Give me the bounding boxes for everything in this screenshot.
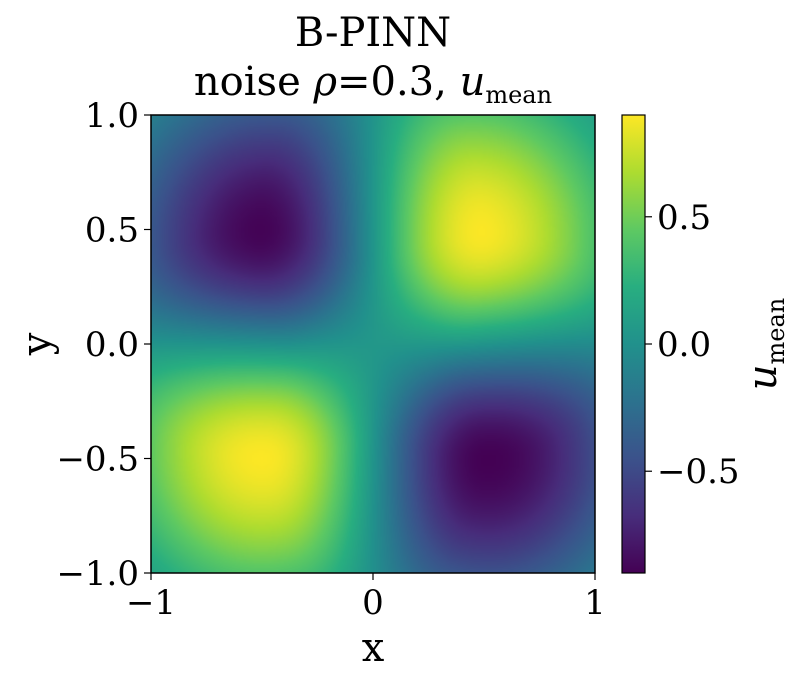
y-tick-label: −1.0: [56, 554, 139, 594]
heatmap-image: [151, 115, 595, 573]
x-axis-label: x: [362, 625, 385, 671]
colorbar-ticks: 0.5 0.0 −0.5: [645, 198, 740, 492]
colorbar-tick-label: −0.5: [657, 452, 740, 492]
x-axis-ticks: −1 0 1: [126, 573, 606, 623]
x-tick-label: 1: [584, 583, 606, 623]
y-tick-label: −0.5: [56, 440, 139, 480]
colorbar-tick-label: 0.0: [657, 325, 711, 365]
colorbar-label: umean: [740, 298, 790, 391]
y-tick-label: 0.0: [85, 325, 139, 365]
colorbar-gradient: [621, 114, 646, 574]
y-axis-label: y: [14, 332, 60, 356]
plot-area: −1 0 1 1.0 0.5 0.0 −0.5 −1.0: [56, 96, 605, 623]
colorbar-tick-label: 0.5: [657, 198, 711, 238]
y-tick-label: 0.5: [85, 211, 139, 251]
colorbar: 0.5 0.0 −0.5 umean: [621, 114, 790, 574]
chart-subtitle: noise ρ=0.3, umean: [194, 59, 552, 109]
x-tick-label: −1: [126, 583, 176, 623]
x-tick-label: 0: [362, 583, 384, 623]
chart-title: B-PINN: [295, 10, 451, 56]
y-axis-ticks: 1.0 0.5 0.0 −0.5 −1.0: [56, 96, 151, 594]
y-tick-label: 1.0: [85, 96, 139, 136]
